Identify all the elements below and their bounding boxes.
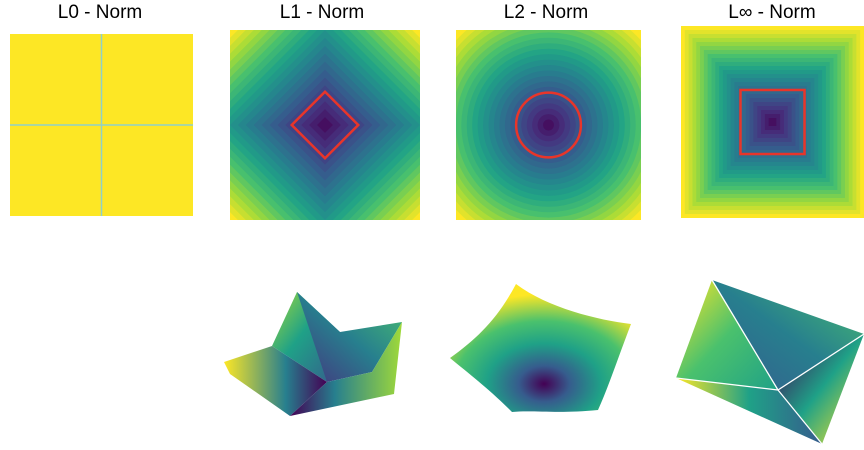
l1-surface-plot: [222, 282, 432, 422]
linf-ridge-top: [711, 279, 779, 391]
l2-contour-level: [543, 119, 554, 131]
linf-ridge-right: [777, 333, 864, 391]
linf-pyramid-face-front-left: [676, 378, 822, 444]
title-l0: L0 - Norm: [57, 2, 143, 23]
linf-pyramid-face-right: [712, 280, 864, 390]
linf-contour-plot: [681, 26, 864, 218]
l0-contour-plot: [10, 34, 193, 216]
l1-surface-face-back-right: [297, 292, 402, 382]
linf-contour-level: [768, 118, 777, 126]
l1-surface-face-front-right: [290, 322, 402, 416]
title-linf: L∞ - Norm: [728, 2, 816, 23]
l1-contour-level: [317, 117, 333, 133]
title-l2: L2 - Norm: [503, 2, 589, 23]
title-l1: L1 - Norm: [279, 2, 365, 23]
l2-contour-plot: [456, 30, 641, 220]
l1-unit-ball: [289, 89, 361, 161]
l2-paraboloid-surface: [450, 284, 631, 412]
linf-ridge-left: [675, 377, 779, 391]
linf-surface-plot: [672, 278, 864, 448]
l2-surface-plot: [448, 278, 648, 428]
l2-unit-ball: [514, 91, 583, 159]
linf-ridge-bottom: [777, 389, 823, 445]
linf-unit-ball: [739, 88, 806, 156]
linf-pyramid-face-front-right: [778, 334, 864, 444]
linf-pyramid-face-left: [676, 280, 778, 390]
l1-contour-plot: [230, 30, 420, 220]
l1-surface-face-front-left: [224, 346, 327, 416]
